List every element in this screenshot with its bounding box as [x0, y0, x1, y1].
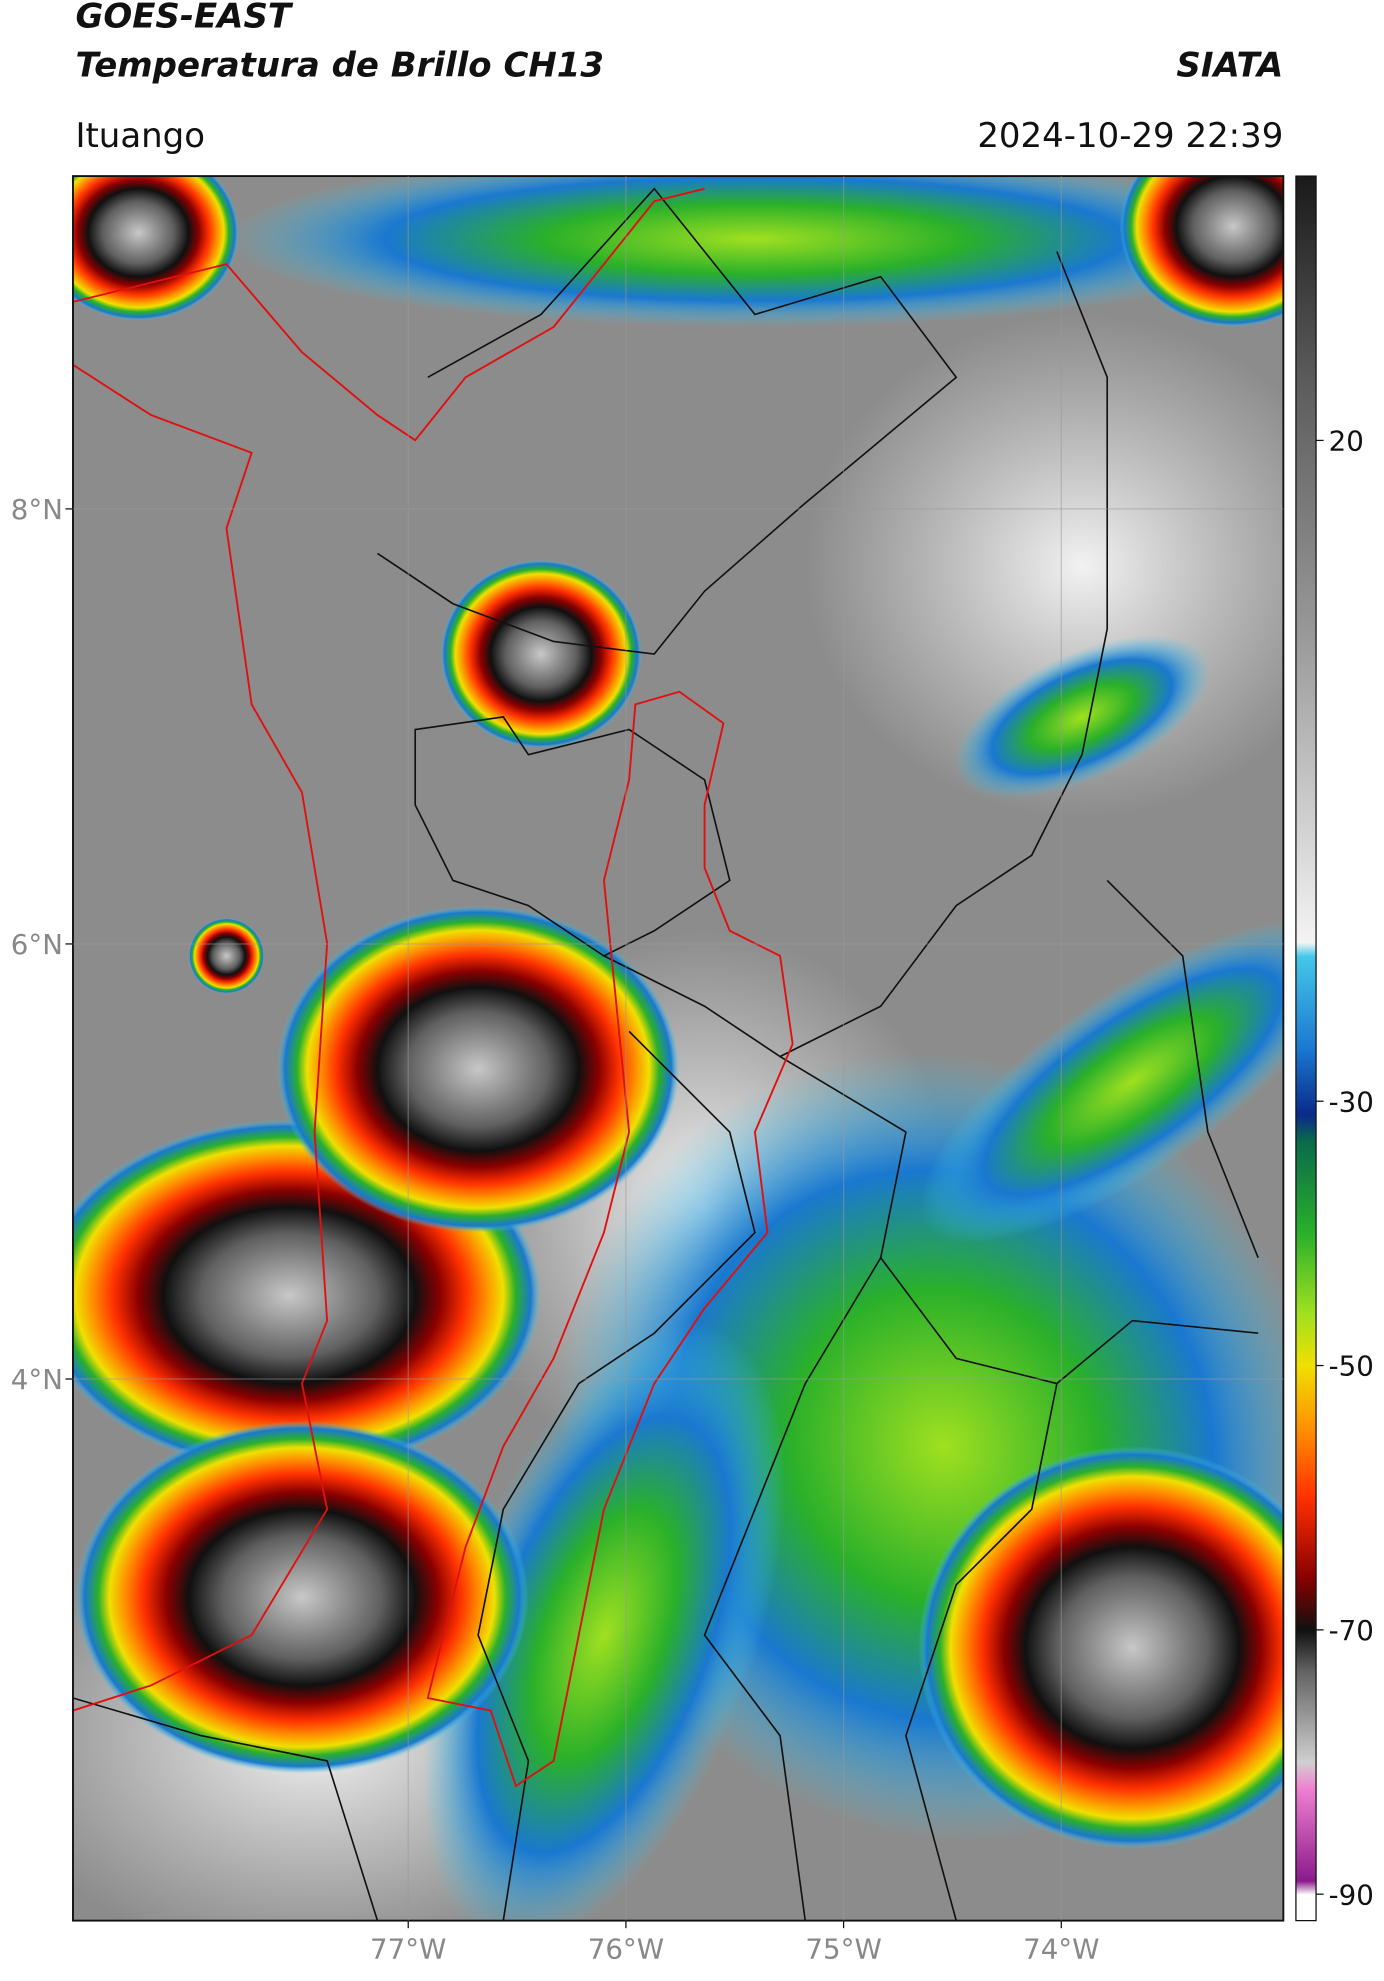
storm [918, 1446, 1284, 1849]
colorbar-segment [1295, 1140, 1317, 1235]
cloud-band [920, 920, 1284, 1243]
brand: SIATA [1176, 46, 1283, 86]
colorbar-segment [1295, 374, 1317, 640]
colorbar-segment [1295, 1233, 1317, 1314]
colorbar-tick-label: -70 [1329, 1614, 1374, 1647]
title: GOES-EAST [75, 0, 293, 37]
storm [1119, 176, 1284, 327]
colorbar-segment [1295, 1880, 1317, 1895]
colorbar-segment [1295, 1577, 1317, 1631]
x-tick-label: 76°W [588, 1932, 664, 1965]
colorbar-segment [1295, 1365, 1317, 1433]
location: Ituango [75, 116, 205, 156]
storm [276, 905, 680, 1233]
colorbar-segment [1295, 638, 1317, 944]
colorbar-segment [1295, 1114, 1317, 1142]
colorbar-tick-label: -50 [1329, 1350, 1374, 1383]
y-tick-label: 8°N [11, 493, 63, 526]
border [779, 1055, 1259, 1385]
cloud-band [953, 635, 1211, 799]
subtitle: Temperatura de Brillo CH13 [75, 46, 604, 86]
storm [72, 176, 240, 321]
colorbar-segment [1295, 1762, 1317, 1790]
colorbar-segment [1295, 1497, 1317, 1578]
colorbar-segment [1295, 1431, 1317, 1499]
colorbar-frame [1295, 175, 1317, 1922]
red-outlines [72, 187, 794, 1788]
border [603, 251, 1109, 1058]
colorbar-segment [1295, 1788, 1317, 1882]
borders [72, 187, 1259, 1921]
storm [188, 918, 265, 994]
border [905, 1383, 1058, 1921]
border [414, 716, 731, 957]
storm [440, 559, 642, 749]
cloud-band [226, 176, 1284, 327]
border [1106, 879, 1259, 1259]
colorbar-segment [1295, 176, 1317, 375]
cloud-band [423, 1323, 785, 1921]
border [377, 187, 958, 655]
colorbar-segment [1295, 1312, 1317, 1367]
y-tick-label: 4°N [11, 1363, 63, 1396]
y-tick-label: 6°N [11, 928, 63, 961]
x-tick-label: 74°W [1023, 1932, 1099, 1965]
storm [75, 1421, 529, 1774]
colorbar-segment [1295, 1894, 1317, 1922]
ituango-region [426, 690, 794, 1788]
colorbar-tick-label: 20 [1329, 424, 1364, 457]
colorbar-segment [1295, 955, 1317, 1049]
border [477, 1030, 756, 1921]
colorbar-segment [1295, 1048, 1317, 1116]
colorbar-segment [1295, 1669, 1317, 1763]
map-frame [72, 175, 1285, 1922]
x-tick-label: 77°W [370, 1932, 446, 1965]
colorbar-segment [1295, 1629, 1317, 1671]
colorbar-tick-label: -30 [1329, 1085, 1374, 1118]
coastline [72, 363, 329, 1712]
colorbar-tick-label: -90 [1329, 1878, 1374, 1911]
map-field [72, 176, 1284, 1921]
x-tick-label: 75°W [805, 1932, 881, 1965]
timestamp: 2024-10-29 22:39 [977, 116, 1283, 156]
coastline [72, 187, 705, 442]
colorbar-segment [1295, 942, 1317, 957]
border [72, 1697, 379, 1921]
border [703, 1257, 882, 1921]
